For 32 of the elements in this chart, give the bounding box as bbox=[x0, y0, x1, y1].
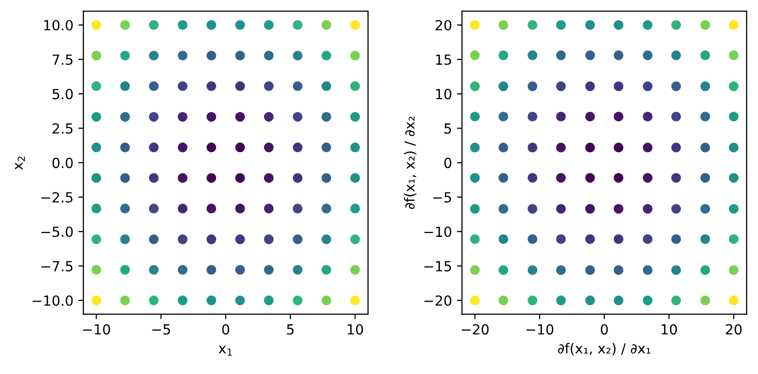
y-tick-label: −20 bbox=[424, 295, 452, 306]
x-tick-label: 20 bbox=[726, 324, 742, 335]
x-tick-label: −20 bbox=[462, 324, 489, 335]
x-tick-label: 0 bbox=[222, 324, 230, 335]
x-tick-label: 5 bbox=[287, 324, 294, 335]
x-tick-label: −10 bbox=[83, 324, 110, 335]
y-tick-label: 5.0 bbox=[52, 88, 73, 100]
x-tick-label: 10 bbox=[348, 324, 364, 335]
y-axis-title: ∂f(x₁, x₂) / ∂x₂ bbox=[404, 116, 416, 209]
y-tick-label: 20 bbox=[436, 20, 452, 30]
y-tick-label: −7.5 bbox=[41, 261, 72, 272]
x-tick-label: −10 bbox=[526, 324, 554, 335]
y-tick-label: 15 bbox=[436, 54, 452, 65]
y-tick-label: 0 bbox=[444, 158, 452, 168]
y-tick-label: 2.5 bbox=[52, 123, 72, 134]
x-axis-title: x$_{1}$ bbox=[218, 346, 232, 356]
y-tick-label: 10.0 bbox=[44, 20, 73, 30]
y-axis-title: x$_{2}$ bbox=[15, 156, 25, 170]
x-tick-label: −5 bbox=[152, 324, 170, 335]
y-tick-label: 10 bbox=[436, 88, 452, 100]
x-axis-title: ∂f(x₁, x₂) / ∂x₁ bbox=[558, 342, 650, 356]
y-tick-label: 5 bbox=[444, 123, 452, 134]
y-tick-label: 7.5 bbox=[52, 54, 72, 65]
y-tick-label: −5 bbox=[433, 192, 452, 203]
y-tick-label: −5.0 bbox=[41, 226, 73, 238]
x-tick-label: 0 bbox=[600, 324, 608, 335]
y-tick-label: −10.0 bbox=[32, 295, 73, 306]
x-tick-label: 10 bbox=[662, 324, 677, 335]
y-tick-label: −2.5 bbox=[41, 192, 72, 203]
y-tick-label: −15 bbox=[424, 261, 452, 272]
y-tick-label: 0.0 bbox=[52, 158, 73, 168]
y-tick-label: −10 bbox=[424, 226, 452, 238]
